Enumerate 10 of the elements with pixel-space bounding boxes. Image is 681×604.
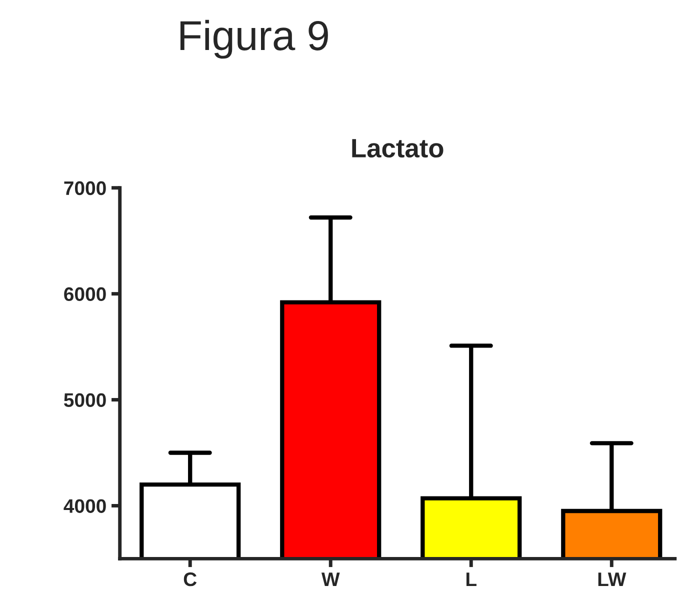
- chart-title: Lactato: [352, 139, 444, 158]
- y-tick-label: 7000: [64, 181, 106, 196]
- x-tick-label: LW: [598, 572, 626, 586]
- chart-subtitle: Figura 9: [180, 20, 328, 59]
- y-tick-label: 6000: [64, 287, 106, 302]
- x-tick-label: L: [466, 572, 476, 586]
- x-tick-label: C: [184, 572, 197, 586]
- y-tick-label: 4000: [64, 499, 106, 513]
- x-tick-label: W: [321, 572, 340, 586]
- y-tick-label: 5000: [64, 393, 106, 407]
